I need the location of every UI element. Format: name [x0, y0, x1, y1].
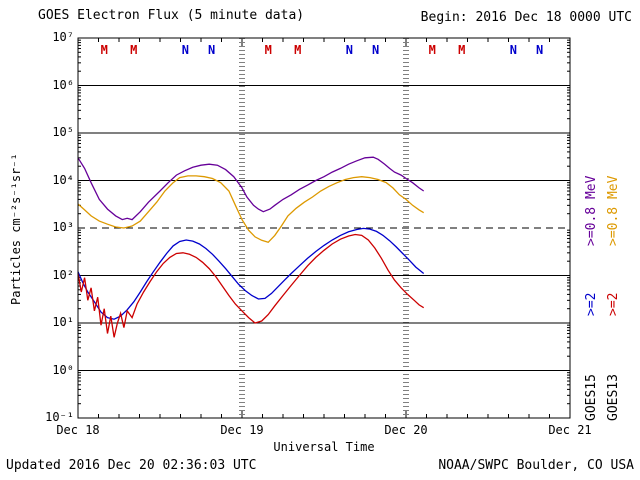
legend-e2-goes13: >=2 [606, 292, 621, 316]
satellite-position-marker: N [346, 43, 353, 57]
updated-timestamp: Updated 2016 Dec 20 02:36:03 UTC [6, 458, 257, 473]
satellite-position-marker: M [130, 43, 137, 57]
y-tick-label: 10⁶ [52, 77, 74, 92]
y-axis-label: Particles cm⁻²s⁻¹sr⁻¹ [9, 153, 23, 305]
series-goes15-0-8-mev [77, 156, 425, 221]
x-tick-label: Dec 20 [384, 423, 428, 437]
legend-e08-goes13: >=0.8 MeV [606, 175, 621, 246]
chart-title: GOES Electron Flux (5 minute data) [38, 8, 305, 23]
y-tick-label: 10² [52, 267, 74, 282]
satellite-position-marker: N [182, 43, 189, 57]
satellite-position-marker: N [372, 43, 379, 57]
x-axis-title: Universal Time [273, 440, 375, 454]
satellite-position-marker: N [208, 43, 215, 57]
plot-border [77, 37, 571, 419]
begin-time-label: Begin: 2016 Dec 18 0000 UTC [420, 10, 632, 25]
y-tick-label: 10⁻¹ [45, 410, 74, 424]
legend-e08-goes15: >=0.8 MeV [584, 175, 599, 246]
satellite-position-marker: M [101, 43, 108, 57]
satellite-position-marker: N [536, 43, 543, 57]
x-tick-label: Dec 18 [56, 423, 100, 437]
legend-e2-goes15: >=2 [584, 292, 599, 316]
legend-satellite-goes13: GOES13 [606, 374, 621, 421]
satellite-position-marker: M [294, 43, 301, 57]
satellite-position-marker: M [458, 43, 465, 57]
x-tick-label: Dec 21 [548, 423, 592, 437]
series-goes13-2-mev [77, 233, 425, 338]
y-tick-label: 10³ [52, 220, 74, 234]
y-tick-label: 10⁷ [52, 30, 74, 44]
y-tick-label: 10¹ [52, 315, 74, 329]
satellite-position-marker: N [510, 43, 517, 57]
satellite-position-marker: M [265, 43, 272, 57]
satellite-position-marker: M [429, 43, 436, 57]
x-tick-label: Dec 19 [220, 423, 264, 437]
y-tick-label: 10⁰ [52, 362, 74, 377]
series-goes15-2-mev [77, 227, 425, 320]
agency-credit: NOAA/SWPC Boulder, CO USA [438, 458, 634, 473]
y-tick-label: 10⁵ [52, 125, 74, 139]
y-tick-label: 10⁴ [52, 172, 74, 187]
legend-satellite-goes15: GOES15 [584, 374, 599, 421]
series-goes13-0-8-mev [77, 175, 425, 244]
